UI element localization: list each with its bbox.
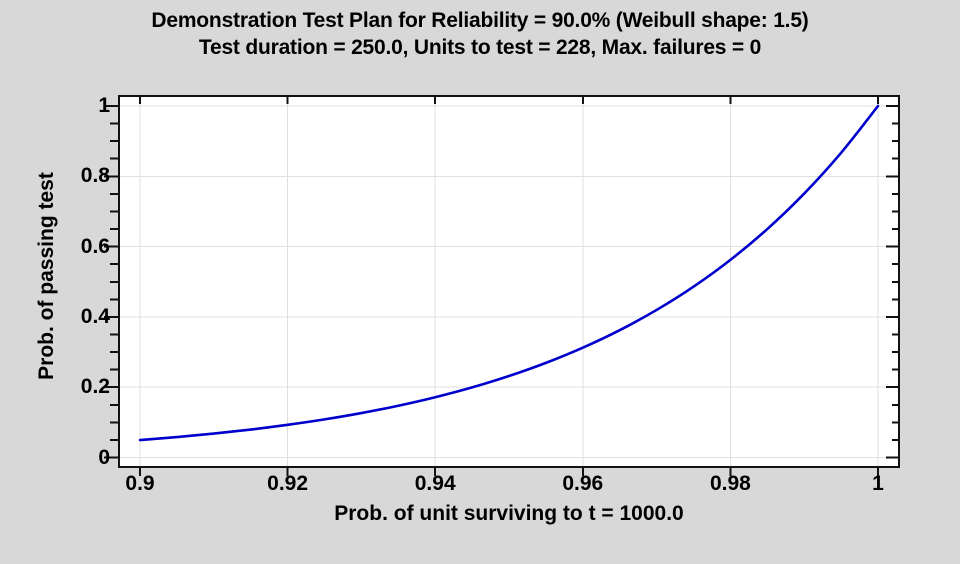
chart-title-block: Demonstration Test Plan for Reliability … [0, 7, 960, 61]
x-tick-label: 0.98 [709, 472, 751, 495]
x-tick-label: 0.94 [414, 472, 456, 495]
x-tick-label: 0.92 [267, 472, 309, 495]
x-tick-label: 0.9 [125, 472, 155, 495]
y-axis-title: Prob. of passing test [35, 172, 58, 380]
y-tick-label: 0 [98, 445, 110, 469]
y-tick-label: 0.6 [80, 234, 110, 258]
chart-subtitle: Test duration = 250.0, Units to test = 2… [198, 36, 762, 59]
y-tick-label: 0.2 [80, 375, 110, 399]
x-axis-title: Prob. of unit surviving to t = 1000.0 [334, 502, 684, 525]
chart-title: Demonstration Test Plan for Reliability … [151, 9, 809, 32]
plot-background [118, 95, 900, 468]
y-tick-label: 0.4 [80, 304, 110, 328]
x-tick-label: 1 [872, 472, 884, 495]
x-tick-label: 0.96 [562, 472, 604, 495]
y-tick-label: 0.8 [80, 164, 110, 188]
y-tick-label: 1 [98, 94, 110, 117]
oc-curve [138, 104, 880, 442]
